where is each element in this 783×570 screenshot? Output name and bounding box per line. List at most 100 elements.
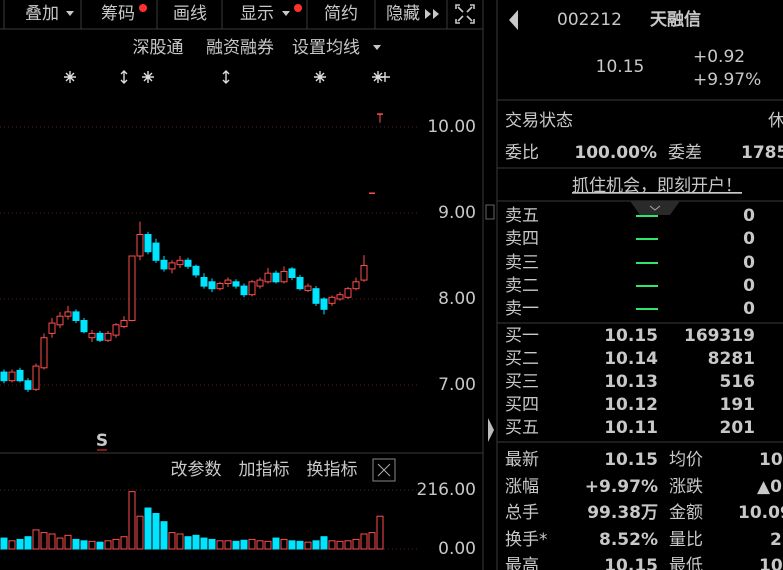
candle-body — [88, 332, 96, 339]
volume-bar — [360, 533, 368, 550]
bid-price: 10.15 — [604, 326, 658, 346]
volume-bar — [376, 515, 384, 550]
candle-body — [32, 365, 40, 390]
toolbar-button[interactable]: 简约 — [324, 4, 358, 24]
volume-bar — [152, 512, 160, 550]
bid-price: 10.14 — [604, 349, 658, 369]
candle-body — [328, 296, 336, 304]
close-box[interactable] — [372, 458, 396, 482]
ratio-label: 委比 — [505, 143, 539, 163]
volume-bar — [144, 507, 152, 550]
candle-body — [72, 311, 80, 321]
promo-link[interactable]: 抓住机会，即刻开户！ — [572, 176, 742, 196]
volume-bar — [120, 536, 128, 550]
chevron — [649, 205, 661, 211]
indicator-button[interactable]: 换指标 — [307, 460, 358, 480]
candle-body — [312, 288, 320, 304]
stat-label: 涨幅 — [505, 477, 539, 497]
toolbar-button[interactable]: 叠加 — [25, 4, 59, 24]
candle-body — [40, 337, 48, 369]
volume-bar — [232, 540, 240, 550]
volume-bar — [192, 534, 200, 550]
scroll-handle[interactable] — [485, 204, 495, 220]
y-tick-label: 216.00 — [417, 480, 476, 500]
candle-body — [296, 277, 304, 290]
ask-volume: 0 — [743, 299, 755, 319]
candle-body — [48, 322, 56, 334]
chart-link[interactable]: 设置均线 — [292, 38, 360, 58]
stat-label: 均价 — [669, 450, 703, 470]
volume-bar — [24, 536, 32, 550]
collapse-handle[interactable] — [488, 418, 494, 442]
candle-body — [264, 272, 272, 283]
bid-volume: 191 — [720, 395, 756, 415]
ask-label: 卖二 — [505, 276, 539, 296]
y-tick-label: 7.00 — [438, 375, 476, 395]
bid-volume: 169319 — [684, 326, 755, 346]
fullscreen-icon[interactable] — [455, 4, 475, 24]
volume-bar — [288, 540, 296, 550]
indicator-button[interactable]: 改参数 — [171, 460, 222, 480]
bid-label: 买五 — [505, 418, 539, 438]
candle-body — [136, 234, 144, 257]
volume-bar — [16, 538, 24, 550]
stat-value: 10.15 — [604, 556, 658, 570]
signal-marker: S — [96, 431, 108, 451]
bid-label: 买二 — [505, 349, 539, 369]
candle-body — [176, 259, 184, 266]
ask-volume: 0 — [743, 276, 755, 296]
bid-volume: 516 — [720, 372, 756, 392]
bid-label: 买三 — [505, 372, 539, 392]
candle-body — [336, 294, 344, 300]
volume-bar — [208, 538, 216, 550]
toolbar-button[interactable]: 隐藏 — [386, 4, 420, 24]
back-arrow[interactable] — [509, 10, 518, 30]
stat-value: +9.97% — [585, 477, 658, 497]
ask-label: 卖四 — [505, 229, 539, 249]
toolbar-button[interactable]: 画线 — [173, 4, 207, 24]
bid-label: 买一 — [505, 326, 539, 346]
candle-body — [360, 264, 368, 281]
chart-link[interactable]: 融资融券 — [206, 38, 274, 58]
volume-bar — [136, 515, 144, 550]
indicator-button[interactable]: 加指标 — [239, 460, 290, 480]
y-tick-label: 9.00 — [438, 203, 476, 223]
volume-bar — [344, 540, 352, 550]
candle-body — [224, 279, 232, 285]
candle-body — [208, 281, 216, 290]
y-tick-label: 8.00 — [438, 289, 476, 309]
candle-body — [272, 272, 280, 283]
candle-body — [280, 270, 288, 283]
toolbar-button[interactable]: 筹码 — [101, 4, 135, 24]
volume-bar — [80, 540, 88, 550]
status-label: 交易状态 — [505, 111, 573, 131]
volume-bar — [48, 533, 56, 550]
candle-body — [320, 298, 328, 310]
ask-label: 卖五 — [505, 206, 539, 226]
candle-body — [152, 242, 160, 261]
close-icon — [377, 463, 391, 477]
y-tick-label: 0.00 — [438, 539, 476, 559]
volume-bar — [272, 537, 280, 550]
candle-body — [0, 371, 8, 382]
stat-label: 量比 — [669, 530, 703, 550]
chart-link[interactable]: 深股通 — [133, 38, 184, 58]
ratio-value: 100.00% — [574, 143, 657, 163]
orderbook-tab[interactable] — [630, 201, 680, 215]
volume-bar — [56, 537, 64, 550]
stat-label: 金额 — [669, 503, 703, 523]
volume-bar — [328, 540, 336, 550]
candle-body — [232, 281, 240, 287]
candle-body — [104, 332, 112, 341]
candle-body — [168, 262, 176, 270]
candle-body — [352, 281, 360, 290]
last-price: 10.15 — [596, 57, 645, 77]
volume-bar — [264, 540, 272, 550]
stat-label: 换手* — [505, 530, 548, 550]
toolbar-button[interactable]: 显示 — [240, 4, 274, 24]
candle-body — [128, 255, 136, 321]
volume-bar — [8, 540, 16, 550]
price-change: +0.92 — [693, 47, 745, 67]
volume-bar — [176, 533, 184, 550]
